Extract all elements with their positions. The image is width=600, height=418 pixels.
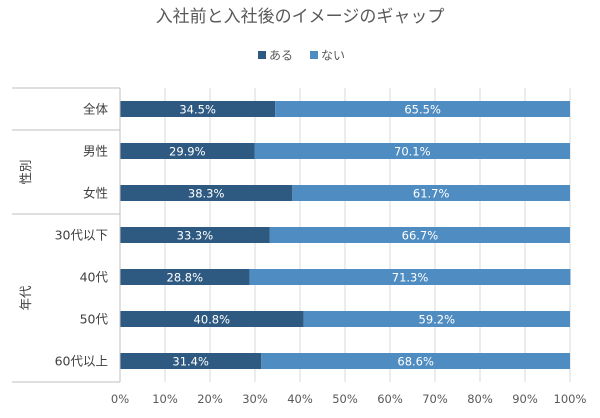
- data-label-0-6: 31.4%: [172, 355, 209, 369]
- bar-1-2: [292, 185, 570, 201]
- bar-0-6: [120, 353, 262, 369]
- bars: 34.5% 65.5% 29.9% 70.1% 38.3% 61.7% 33.3% 66.7%…: [120, 101, 571, 369]
- legend-label-0: ある: [269, 49, 293, 63]
- bar-0-4: [120, 269, 250, 285]
- category-label-5: 50代: [80, 312, 109, 327]
- data-label-0-2: 38.3%: [188, 187, 225, 201]
- legend-swatch-1: [310, 51, 318, 59]
- category-label-3: 30代以下: [55, 228, 108, 243]
- x-tick-label-8: 80%: [467, 392, 493, 406]
- data-label-0-0: 34.5%: [179, 103, 216, 117]
- legend: ある ない: [258, 49, 345, 63]
- x-tick-label-2: 20%: [197, 392, 223, 406]
- category-label-2: 女性: [83, 186, 108, 201]
- category-label-4: 40代: [80, 270, 109, 285]
- bar-1-4: [249, 269, 571, 285]
- bar-0-3: [120, 227, 270, 243]
- x-tick-label-7: 70%: [422, 392, 448, 406]
- x-tick-label-6: 60%: [377, 392, 403, 406]
- x-tick-label-3: 30%: [242, 392, 268, 406]
- bar-0-2: [120, 185, 293, 201]
- data-label-0-5: 40.8%: [194, 313, 231, 327]
- x-tick-label-10: 100%: [554, 392, 587, 406]
- data-label-0-4: 28.8%: [167, 271, 204, 285]
- x-tick-label-0: 0%: [111, 392, 129, 406]
- bar-0-1: [120, 143, 255, 159]
- value-axis: 0% 10% 20% 30% 40% 50% 60% 70% 80% 90% 100%: [111, 392, 587, 406]
- bar-0-5: [120, 311, 304, 327]
- group-label-0: 性別: [18, 159, 33, 184]
- legend-label-1: ない: [321, 49, 345, 63]
- chart-title: 入社前と入社後のイメージのギャップ: [156, 7, 445, 27]
- x-tick-label-5: 50%: [332, 392, 358, 406]
- bar-1-1: [254, 143, 571, 159]
- data-label-1-3: 66.7%: [402, 229, 439, 243]
- data-label-0-1: 29.9%: [169, 145, 206, 159]
- bar-1-5: [303, 311, 570, 327]
- bar-0-0: [120, 101, 276, 117]
- category-label-6: 60代以上: [55, 354, 108, 369]
- data-label-1-2: 61.7%: [413, 187, 450, 201]
- bar-1-6: [261, 353, 570, 369]
- data-label-1-4: 71.3%: [392, 271, 429, 285]
- data-label-1-0: 65.5%: [404, 103, 441, 117]
- category-label-1: 男性: [83, 144, 108, 159]
- data-label-1-5: 59.2%: [419, 313, 456, 327]
- legend-swatch-0: [258, 51, 266, 59]
- data-label-1-6: 68.6%: [397, 355, 434, 369]
- category-label-0: 全体: [83, 102, 109, 117]
- x-tick-label-4: 40%: [287, 392, 313, 406]
- data-label-0-3: 33.3%: [177, 229, 214, 243]
- group-label-1: 年代: [18, 285, 33, 311]
- bar-1-3: [269, 227, 570, 243]
- x-tick-label-1: 10%: [152, 392, 178, 406]
- x-tick-label-9: 90%: [512, 392, 538, 406]
- bar-1-0: [275, 101, 570, 117]
- data-label-1-1: 70.1%: [394, 145, 431, 159]
